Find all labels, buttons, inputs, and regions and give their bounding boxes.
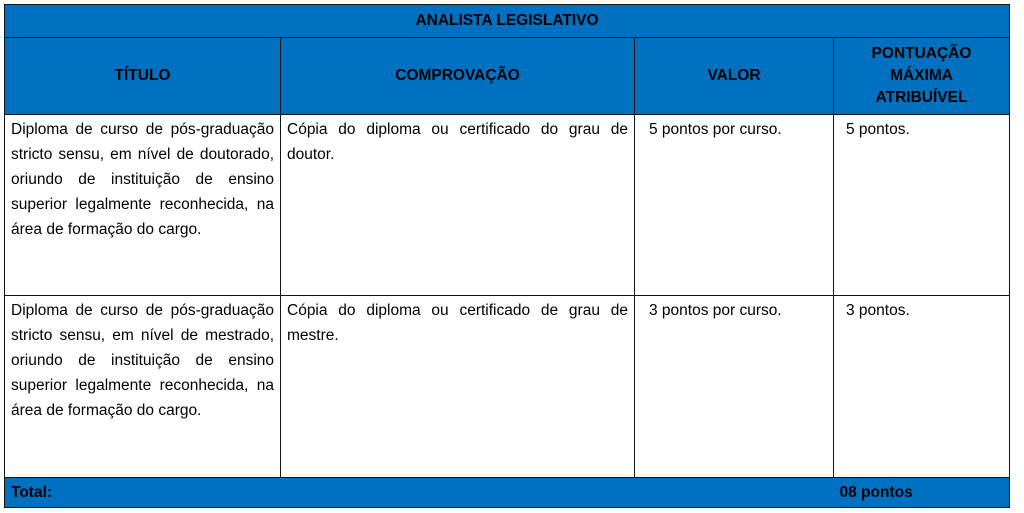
cell-comprovacao: Cópia do diploma ou certificado do grau … <box>280 114 635 296</box>
total-row: Total: 08 pontos <box>4 477 1010 508</box>
column-header-valor: VALOR <box>634 37 834 115</box>
column-header-pontuacao: PONTUAÇÃO MÁXIMA ATRIBUÍVEL <box>833 37 1010 115</box>
table-title: ANALISTA LEGISLATIVO <box>4 4 1010 38</box>
cell-comprovacao: Cópia do diploma ou certificado de grau … <box>280 295 635 478</box>
cell-pontuacao: 5 pontos. <box>833 114 1010 296</box>
cell-pontuacao: 3 pontos. <box>833 295 1010 478</box>
cell-valor: 5 pontos por curso. <box>634 114 834 296</box>
cell-titulo: Diploma de curso de pós-graduação strict… <box>4 295 281 478</box>
total-value: 08 pontos <box>833 477 1010 508</box>
table-row: Diploma de curso de pós-graduação strict… <box>4 114 1010 296</box>
column-header-comprovacao: COMPROVAÇÃO <box>280 37 635 115</box>
cell-titulo: Diploma de curso de pós-graduação strict… <box>4 114 281 296</box>
scoring-table: ANALISTA LEGISLATIVO TÍTULO COMPROVAÇÃO … <box>4 4 1010 508</box>
total-label: Total: <box>4 477 834 508</box>
cell-valor: 3 pontos por curso. <box>634 295 834 478</box>
column-header-titulo: TÍTULO <box>4 37 281 115</box>
table-row: Diploma de curso de pós-graduação strict… <box>4 295 1010 478</box>
